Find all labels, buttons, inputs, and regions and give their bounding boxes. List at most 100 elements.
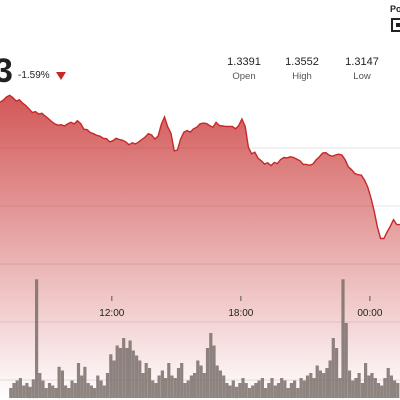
volume-bar [267,383,271,398]
volume-bar [80,375,84,398]
volume-bar [99,380,103,398]
volume-bar [360,383,364,398]
volume-bar [380,385,384,398]
volume-bar [31,379,35,399]
stat-high-label: High [292,71,312,82]
volume-bar [47,383,52,398]
volume-bar [283,380,287,398]
volume-bar [109,354,113,399]
volume-bars [9,279,400,399]
volume-bar [280,378,284,398]
volume-bar [228,385,232,398]
volume-bar [383,378,387,398]
volume-bar [141,373,145,398]
volume-bar [93,388,97,398]
volume-bar [386,368,390,398]
stat-low-label: Low [353,71,371,82]
volume-bar [325,368,329,398]
volume-bar [238,383,242,398]
volume-bar [28,386,32,399]
volume-bar [118,348,122,398]
volume-bar [151,380,155,398]
volume-bar [302,380,306,398]
volume-bar [315,365,319,398]
volume-bar [309,373,313,398]
volume-bar [15,380,19,398]
volume-bar [351,380,355,398]
volume-bar [76,363,81,398]
x-tick-label: 18:00 [228,308,253,319]
volume-bar [86,383,90,398]
volume-bar [115,345,119,398]
volume-bar [41,380,45,398]
volume-bar [18,378,22,398]
volume-bar [318,370,322,398]
volume-bar [276,383,281,398]
volume-bar [83,366,87,399]
volume-bar [183,383,187,398]
volume-bar [70,380,74,398]
volume-bar [67,388,71,398]
brand-logo-icon[interactable] [391,18,400,32]
volume-bar [289,383,293,398]
volume-bar [189,375,193,398]
current-price: 3 [0,52,13,90]
price-line [0,94,400,240]
volume-bar [144,363,148,398]
volume-bar [389,375,393,398]
volume-bar [222,375,226,398]
volume-bar [218,370,222,398]
volume-bar [167,363,171,398]
volume-bar [205,348,210,398]
volume-bar [257,380,261,398]
volume-bar [225,383,229,398]
volume-bar [335,348,339,398]
volume-bar [25,383,29,398]
volume-bar [354,378,358,398]
volume-bar [305,375,310,398]
volume-bar [212,345,216,398]
volume-bar [209,333,213,398]
volume-bar [264,388,268,398]
volume-bar [344,323,348,398]
volume-bar [251,385,255,398]
volume-bar [154,383,158,398]
volume-bar [357,373,361,398]
volume-bar [128,340,132,398]
volume-bar [138,360,142,398]
volume-bar [157,375,161,398]
volume-bar [196,360,200,398]
volume-bar [202,373,206,398]
x-axis-ticks: 12:00 18:00 00:00 [99,296,383,319]
volume-bar [125,348,129,398]
volume-bar [96,375,100,398]
stat-open-value: 1.3391 [227,56,261,68]
volume-bar [38,373,42,398]
price-area [0,95,400,400]
volume-bar [338,378,342,398]
volume-bar [331,338,335,398]
volume-bar [102,385,106,398]
volume-bar [193,373,197,398]
volume-bar [57,366,61,399]
volume-bar [247,388,252,398]
volume-bar [347,370,352,398]
powered-by-text: Po [390,4,400,14]
volume-bar [235,386,239,399]
volume-bar [370,373,374,398]
volume-bar [254,383,258,398]
volume-bar [60,370,64,398]
volume-bar [131,350,135,398]
volume-bar [160,370,164,398]
volume-bar [296,388,300,398]
volume-bar [54,388,58,398]
volume-bar [180,363,184,398]
volume-bar [322,373,326,398]
volume-bar [299,378,303,398]
volume-bar [22,385,26,398]
volume-bar [341,279,345,399]
volume-bar [186,380,190,398]
volume-bar [176,368,181,398]
volume-bar [135,355,139,398]
